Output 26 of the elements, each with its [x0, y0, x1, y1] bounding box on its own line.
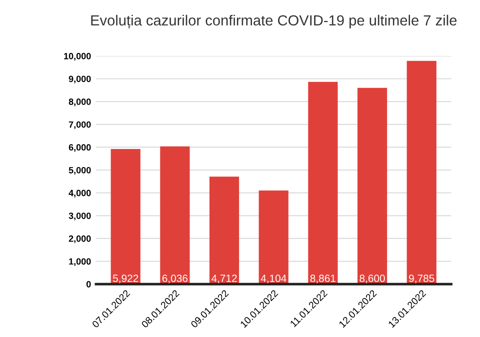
bar — [209, 176, 240, 284]
bar — [308, 82, 338, 284]
y-tick-label: 2,000 — [68, 235, 91, 244]
y-tick-label: 0 — [86, 281, 91, 288]
y-tick-label: 9,000 — [68, 76, 91, 84]
bar — [110, 148, 140, 284]
bar — [160, 146, 190, 284]
data-label: 6,036 — [162, 274, 188, 284]
data-label: 9,785 — [409, 274, 434, 284]
data-label: 8,600 — [360, 274, 385, 284]
y-tick-label: 8,000 — [68, 98, 91, 106]
data-label: 4,712 — [211, 274, 237, 284]
data-label: 5,922 — [112, 274, 138, 284]
bar — [406, 60, 436, 284]
chart-title: Evoluția cazurilor confirmate COVID-19 pe ultimele 7 zile — [91, 14, 457, 28]
bar — [357, 88, 388, 284]
y-tick-label: 4,000 — [68, 190, 91, 198]
y-tick-label: 5,000 — [68, 166, 91, 175]
y-tick-label: 3,000 — [68, 212, 91, 220]
data-label: 8,861 — [310, 274, 336, 284]
data-label: 4,104 — [260, 274, 286, 284]
y-tick-label: 10,000 — [64, 52, 91, 61]
bar — [258, 190, 288, 284]
y-tick-label: 1,000 — [69, 258, 91, 266]
y-tick-label: 6,000 — [68, 144, 91, 152]
y-tick-label: 7,000 — [68, 121, 91, 130]
